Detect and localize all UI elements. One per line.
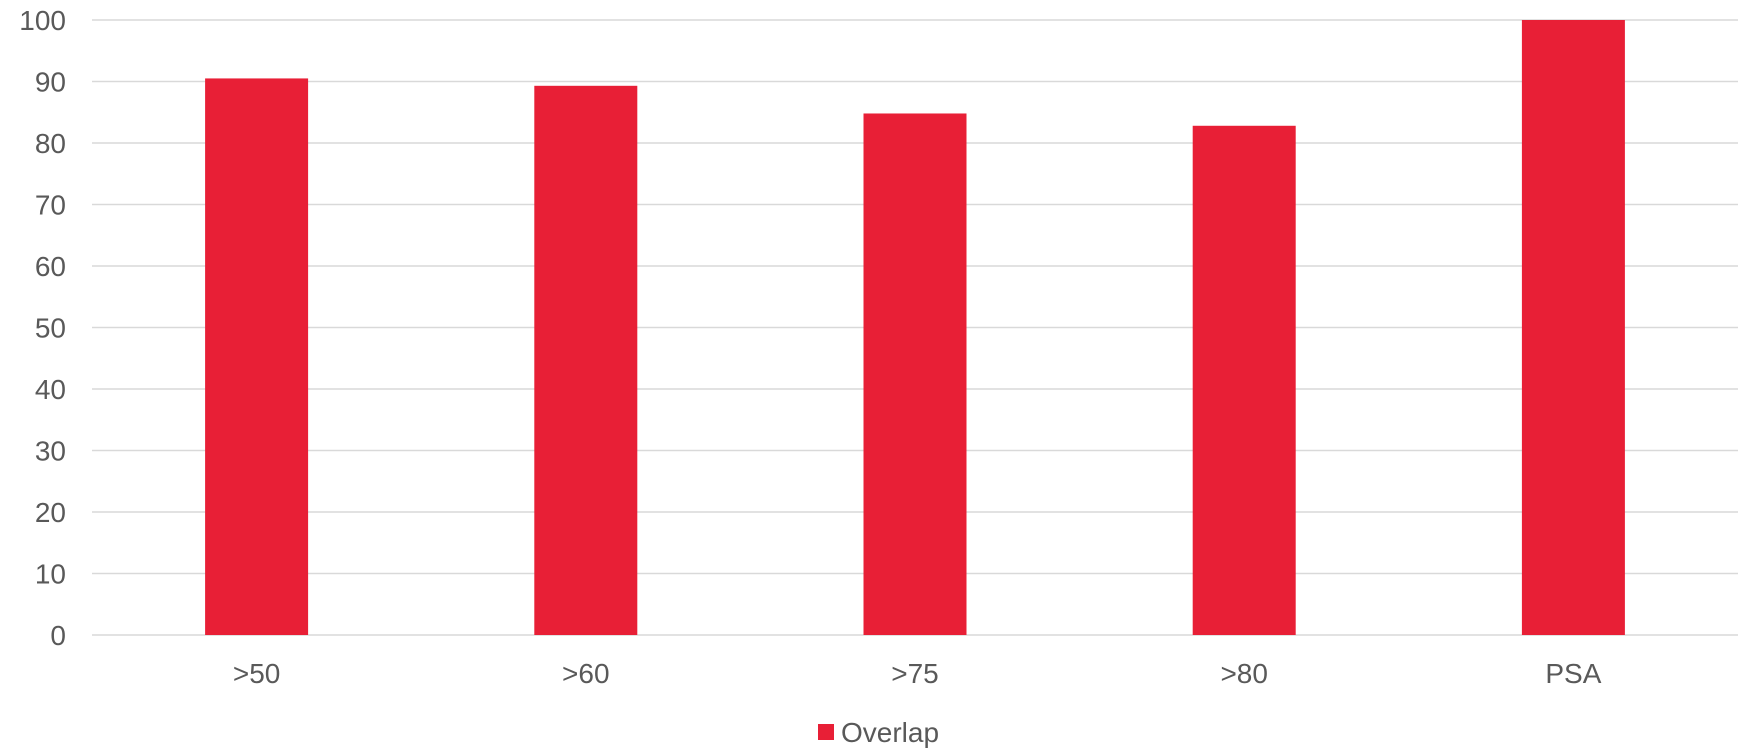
- x-tick-label: >50: [233, 658, 281, 689]
- bar: [1192, 125, 1296, 635]
- y-tick-label: 0: [50, 620, 66, 651]
- y-tick-label: 50: [35, 313, 66, 344]
- y-tick-label: 10: [35, 559, 66, 590]
- y-tick-label: 20: [35, 497, 66, 528]
- bars: [205, 20, 1625, 636]
- y-tick-label: 90: [35, 67, 66, 98]
- y-tick-label: 80: [35, 128, 66, 159]
- y-tick-label: 40: [35, 374, 66, 405]
- x-tick-label: PSA: [1545, 658, 1601, 689]
- y-axis-ticks: 0 10 20 30 40 50 60 70 80 90 100: [19, 5, 66, 651]
- x-tick-label: >80: [1220, 658, 1268, 689]
- y-tick-label: 30: [35, 436, 66, 467]
- legend-swatch: [818, 724, 834, 740]
- x-axis-labels: >50 >60 >75 >80 PSA: [233, 658, 1602, 689]
- x-tick-label: >60: [562, 658, 610, 689]
- bar: [534, 85, 638, 636]
- bar: [205, 78, 309, 636]
- y-tick-label: 70: [35, 190, 66, 221]
- y-tick-label: 100: [19, 5, 66, 36]
- bar: [1521, 20, 1625, 635]
- bar: [863, 113, 967, 636]
- y-tick-label: 60: [35, 251, 66, 282]
- x-tick-label: >75: [891, 658, 939, 689]
- legend-label: Overlap: [841, 717, 939, 748]
- legend: Overlap: [818, 717, 939, 748]
